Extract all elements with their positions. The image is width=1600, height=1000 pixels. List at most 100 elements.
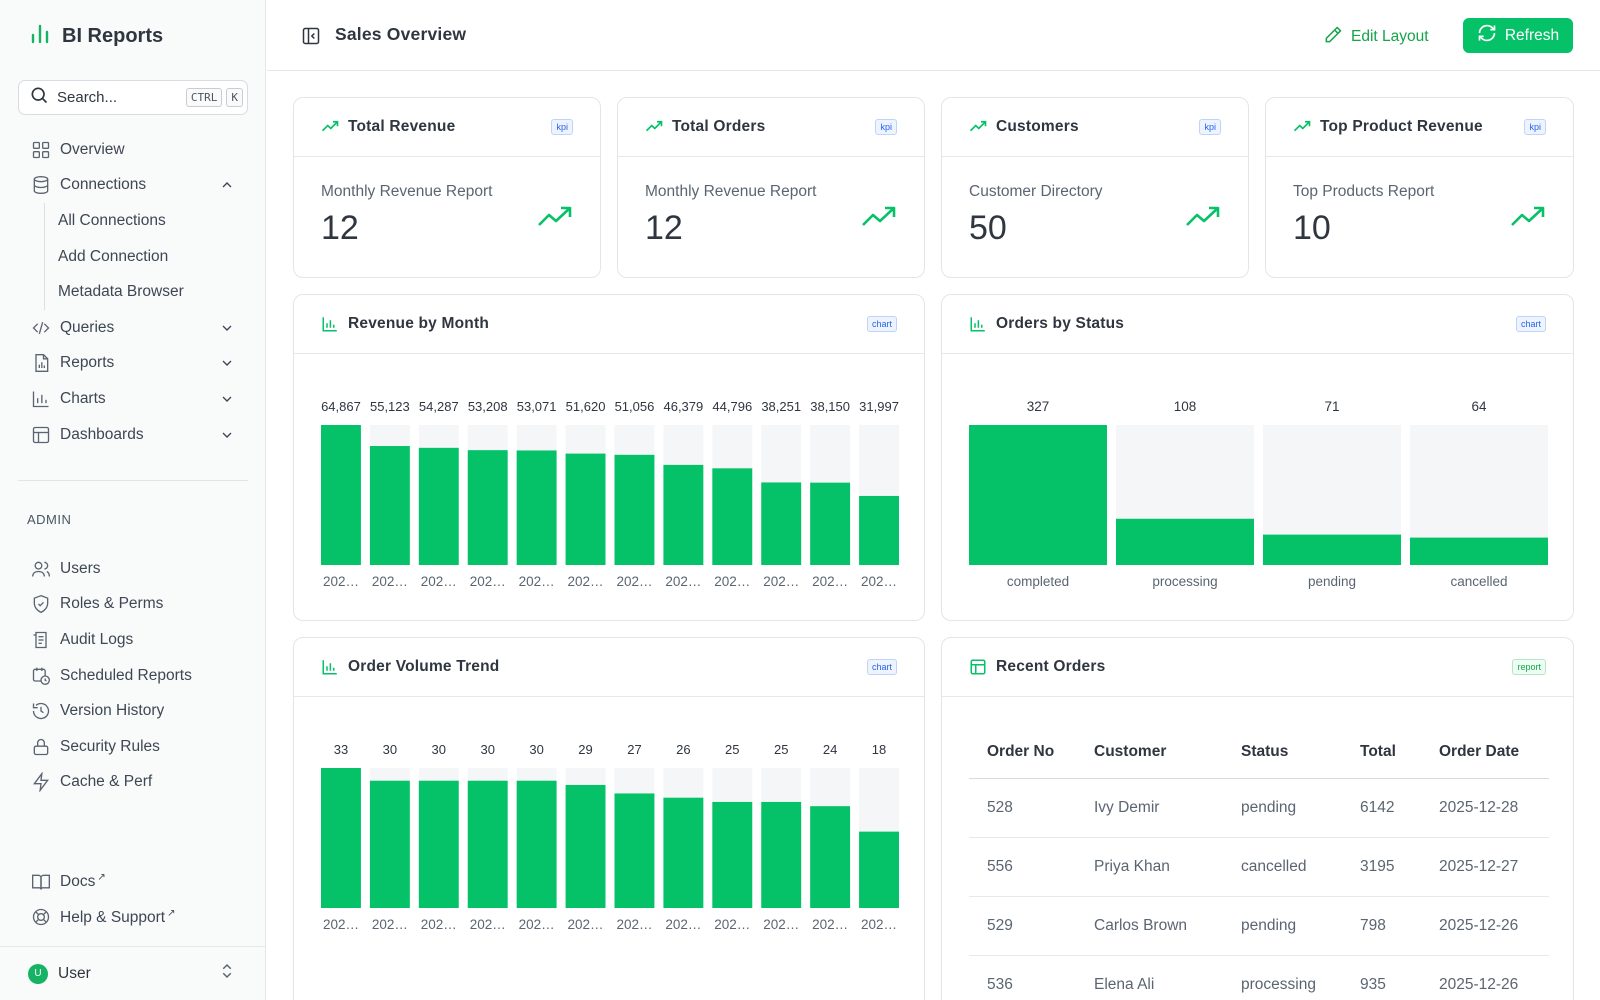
bar[interactable] [565,784,606,908]
bar[interactable] [321,768,361,908]
kpi-card-total-revenue[interactable]: Total Revenue kpi Monthly Revenue Report… [293,97,601,278]
sidebar-toggle-icon[interactable] [301,26,321,51]
bar[interactable] [369,446,410,565]
chevron-down-icon[interactable] [218,426,236,444]
tick-label: completed [1007,574,1069,589]
card-title: Revenue by Month [348,315,489,332]
sidebar-item-charts[interactable]: Charts [18,381,248,417]
brand[interactable]: BI Reports [28,22,163,51]
bar[interactable] [859,831,899,908]
status-bar-chart: 327 completed 108 processing 71 pending 64 canc… [969,399,1548,589]
kpi-body: Customer Directory 50 [942,157,1248,275]
sidebar-item-scheduled-reports[interactable]: Scheduled Reports [18,658,248,694]
chevron-down-icon[interactable] [218,390,236,408]
column-header-order-no[interactable]: Order No [969,726,1076,779]
bar[interactable] [369,780,410,908]
kpi-card-total-orders[interactable]: Total Orders kpi Monthly Revenue Report … [617,97,925,278]
refresh-button[interactable]: Refresh [1463,18,1573,53]
bar[interactable] [516,450,557,565]
sidebar-item-all-connections[interactable]: All Connections [18,203,248,239]
sidebar-item-roles-perms[interactable]: Roles & Perms [18,587,248,623]
bar[interactable] [1410,537,1548,565]
sidebar-item-docs[interactable]: Docs ↗ [18,864,248,900]
table-header-row: Order No Customer Status Total Order Dat… [969,726,1549,779]
chart-card-order-volume-trend[interactable]: Order Volume Trend chart 33 202… 30 202… 30 2… [293,637,925,1000]
table-row[interactable]: 556 Priya Khan cancelled 3195 2025-12-27 [969,837,1549,897]
bar[interactable] [1263,534,1401,565]
sidebar-item-dashboards[interactable]: Dashboards [18,417,248,453]
column-header-status[interactable]: Status [1223,726,1342,779]
table-row[interactable]: 536 Elena Ali processing 935 2025-12-26 [969,955,1549,1000]
column-header-order-date[interactable]: Order Date [1421,726,1549,779]
tick-label: 202… [812,574,848,589]
sidebar-item-connections[interactable]: Connections [18,168,248,204]
bar[interactable] [810,806,851,908]
tick-label: 202… [714,574,750,589]
sidebar-item-queries[interactable]: Queries [18,310,248,346]
bar[interactable] [810,482,851,565]
bar[interactable] [859,495,899,565]
sidebar-item-security-rules[interactable]: Security Rules [18,729,248,765]
bar[interactable] [663,464,704,565]
bar[interactable] [712,801,753,908]
bar[interactable] [516,780,557,908]
bar[interactable] [321,425,361,565]
chart-card-orders-by-status[interactable]: Orders by Status chart 327 completed 108 pr… [941,294,1574,621]
bar[interactable] [418,447,459,565]
sidebar-item-label: Help & Support [60,908,166,926]
sidebar-item-users[interactable]: Users [18,551,248,587]
bar[interactable] [761,801,802,908]
search-input[interactable]: Search... CTRL K [18,80,248,115]
sidebar-item-cache-perf[interactable]: Cache & Perf [18,765,248,801]
sidebar-item-overview[interactable]: Overview [18,132,248,168]
cell-order-no: 556 [969,837,1076,897]
chevron-down-icon[interactable] [218,354,236,372]
bar[interactable] [565,453,606,565]
trending-up-icon [537,205,573,234]
edit-layout-button[interactable]: Edit Layout [1323,20,1429,54]
top-header: Sales Overview Edit Layout Refresh [267,0,1600,71]
sidebar-item-reports[interactable]: Reports [18,346,248,382]
sidebar-item-add-connection[interactable]: Add Connection [18,239,248,275]
page-title: Sales Overview [335,24,467,44]
column-header-customer[interactable]: Customer [1076,726,1223,779]
table-row[interactable]: 529 Carlos Brown pending 798 2025-12-26 [969,896,1549,956]
table-icon [969,658,987,676]
data-label: 71 [1324,399,1339,414]
chevron-up-down-icon[interactable] [218,962,236,985]
kpi-card-top-product-revenue[interactable]: Top Product Revenue kpi Top Products Rep… [1265,97,1574,278]
trending-up-icon [861,205,897,234]
sidebar-item-audit-logs[interactable]: Audit Logs [18,622,248,658]
chart-card-revenue-by-month[interactable]: Revenue by Month chart 64,867 202… 55,123 2… [293,294,925,621]
bar[interactable] [969,425,1107,565]
sidebar-item-label: Security Rules [60,737,160,755]
report-icon [30,352,52,374]
bar[interactable] [614,454,655,565]
sidebar-item-label: Roles & Perms [60,595,164,613]
bar[interactable] [761,482,802,565]
kpi-card-customers[interactable]: Customers kpi Customer Directory 50 [941,97,1249,278]
sidebar-item-version-history[interactable]: Version History [18,693,248,729]
sidebar-item-help-support[interactable]: Help & Support ↗ [18,900,248,936]
bar-chart-icon [30,388,52,410]
user-menu[interactable]: U User [0,946,266,1000]
tick-label: 202… [763,574,799,589]
bar[interactable] [712,468,753,565]
bar[interactable] [663,797,704,908]
chevron-up-icon[interactable] [218,176,236,194]
sidebar-item-metadata-browser[interactable]: Metadata Browser [18,274,248,310]
bar[interactable] [614,793,655,908]
bar[interactable] [1116,518,1254,565]
log-icon [30,629,52,651]
chevron-down-icon[interactable] [218,319,236,337]
card-header: Order Volume Trend chart [294,638,924,697]
bar[interactable] [467,450,508,565]
column-header-total[interactable]: Total [1342,726,1421,779]
tick-label: 202… [568,917,604,932]
report-card-recent-orders[interactable]: Recent Orders report Order No Customer S… [941,637,1574,1000]
tick-label: pending [1308,574,1356,589]
table-row[interactable]: 528 Ivy Demir pending 6142 2025-12-28 [969,778,1549,838]
tick-label: 202… [421,917,457,932]
bar[interactable] [418,780,459,908]
bar[interactable] [467,780,508,908]
